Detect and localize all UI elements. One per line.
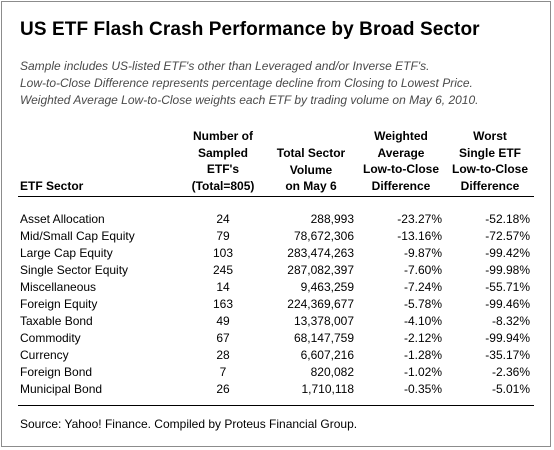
cell-sector: Taxable Bond — [20, 314, 93, 328]
header-weighted-average: Weighted Average Low-to-Close Difference — [358, 128, 444, 194]
cell-worst: -55.71% — [485, 280, 530, 294]
header-line: ETF Sector — [20, 179, 84, 193]
header-line: Single ETF — [458, 145, 521, 160]
cell-worst: -52.18% — [485, 212, 530, 226]
cell-worst: -99.98% — [485, 263, 530, 277]
cell-weighted-avg: -1.28% — [403, 348, 442, 362]
cell-weighted-avg: -7.60% — [403, 263, 442, 277]
cell-weighted-avg: -23.27% — [397, 212, 442, 226]
source-note: Source: Yahoo! Finance. Compiled by Prot… — [20, 417, 358, 431]
cell-weighted-avg: -7.24% — [403, 280, 442, 294]
cell-num-sampled: 163 — [212, 297, 234, 311]
cell-worst: -8.32% — [491, 314, 530, 328]
header-line: Sampled — [197, 145, 248, 160]
table-row: Foreign Bond 7 820,082 -1.02% -2.36% — [0, 364, 554, 381]
table-row: Currency 28 6,607,216 -1.28% -35.17% — [0, 347, 554, 364]
table-row: Commodity 67 68,147,759 -2.12% -99.94% — [0, 330, 554, 347]
footer-divider — [18, 405, 534, 406]
cell-num-sampled: 24 — [216, 212, 230, 226]
table-body: Asset Allocation 24 288,993 -23.27% -52.… — [0, 211, 554, 398]
header-line: Volume — [289, 162, 333, 177]
cell-num-sampled: 14 — [216, 280, 230, 294]
cell-sector: Foreign Equity — [20, 297, 98, 311]
cell-volume: 287,082,397 — [287, 263, 354, 277]
cell-num-sampled: 7 — [219, 365, 227, 379]
header-line: on May 6 — [285, 179, 337, 193]
cell-weighted-avg: -4.10% — [403, 314, 442, 328]
cell-weighted-avg: -2.12% — [403, 331, 442, 345]
cell-volume: 78,672,306 — [293, 229, 354, 243]
cell-sector: Foreign Bond — [20, 365, 93, 379]
header-line: Average — [377, 145, 425, 160]
cell-worst: -99.46% — [485, 297, 530, 311]
header-line: Worst — [473, 129, 507, 143]
table-row: Single Sector Equity 245 287,082,397 -7.… — [0, 262, 554, 279]
cell-volume: 13,378,007 — [293, 314, 354, 328]
header-line: Difference — [460, 178, 520, 193]
header-line: Difference — [371, 178, 431, 193]
cell-volume: 224,369,677 — [287, 297, 354, 311]
cell-num-sampled: 28 — [216, 348, 230, 362]
header-worst-single-etf: Worst Single ETF Low-to-Close Difference — [446, 128, 534, 194]
header-number-sampled: Number of Sampled ETF's (Total=805) — [186, 128, 260, 194]
cell-num-sampled: 67 — [216, 331, 230, 345]
cell-num-sampled: 103 — [212, 246, 234, 260]
cell-sector: Municipal Bond — [20, 382, 103, 396]
header-line: Number of — [193, 129, 253, 143]
header-divider — [18, 196, 534, 197]
header-line: ETF's — [206, 162, 240, 176]
cell-num-sampled: 49 — [216, 314, 230, 328]
note-sample: Sample includes US-listed ETF's other th… — [20, 59, 430, 73]
note-low-to-close: Low-to-Close Difference represents perce… — [20, 76, 473, 90]
cell-sector: Mid/Small Cap Equity — [20, 229, 135, 243]
table-row: Asset Allocation 24 288,993 -23.27% -52.… — [0, 211, 554, 228]
cell-volume: 68,147,759 — [293, 331, 354, 345]
cell-volume: 820,082 — [310, 365, 354, 379]
cell-num-sampled: 79 — [216, 229, 230, 243]
table-row: Mid/Small Cap Equity 79 78,672,306 -13.1… — [0, 228, 554, 245]
cell-sector: Asset Allocation — [20, 212, 105, 226]
cell-volume: 1,710,118 — [301, 382, 355, 396]
cell-volume: 6,607,216 — [300, 348, 354, 362]
cell-worst: -35.17% — [485, 348, 530, 362]
note-weighting: Weighted Average Low-to-Close weights ea… — [20, 93, 479, 107]
cell-volume: 288,993 — [310, 212, 354, 226]
cell-weighted-avg: -9.87% — [403, 246, 442, 260]
header-line: Low-to-Close — [452, 162, 528, 176]
cell-sector: Single Sector Equity — [20, 263, 129, 277]
cell-sector: Commodity — [20, 331, 81, 345]
table-row: Foreign Equity 163 224,369,677 -5.78% -9… — [0, 296, 554, 313]
table-row: Municipal Bond 26 1,710,118 -0.35% -5.01… — [0, 381, 554, 398]
header-line: Weighted — [374, 129, 428, 143]
cell-weighted-avg: -0.35% — [403, 382, 442, 396]
cell-num-sampled: 245 — [212, 263, 234, 277]
cell-worst: -2.36% — [491, 365, 530, 379]
table-row: Large Cap Equity 103 283,474,263 -9.87% … — [0, 245, 554, 262]
cell-volume: 9,463,259 — [300, 280, 354, 294]
cell-weighted-avg: -1.02% — [403, 365, 442, 379]
cell-sector: Miscellaneous — [20, 280, 97, 294]
cell-weighted-avg: -13.16% — [397, 229, 442, 243]
cell-sector: Large Cap Equity — [20, 246, 113, 260]
header-line: (Total=805) — [191, 178, 255, 193]
cell-weighted-avg: -5.78% — [403, 297, 442, 311]
page-title: US ETF Flash Crash Performance by Broad … — [20, 19, 480, 40]
cell-num-sampled: 26 — [216, 382, 230, 396]
header-total-volume: Total Sector Volume on May 6 — [268, 145, 354, 195]
cell-worst: -72.57% — [485, 229, 530, 243]
cell-worst: -5.01% — [491, 382, 530, 396]
cell-worst: -99.42% — [485, 246, 530, 260]
header-line: Total Sector — [276, 146, 346, 160]
cell-volume: 283,474,263 — [287, 246, 354, 260]
cell-worst: -99.94% — [485, 331, 530, 345]
header-etf-sector: ETF Sector — [20, 178, 83, 195]
cell-sector: Currency — [20, 348, 69, 362]
header-line: Low-to-Close — [363, 162, 439, 176]
table-row: Taxable Bond 49 13,378,007 -4.10% -8.32% — [0, 313, 554, 330]
table-row: Miscellaneous 14 9,463,259 -7.24% -55.71… — [0, 279, 554, 296]
